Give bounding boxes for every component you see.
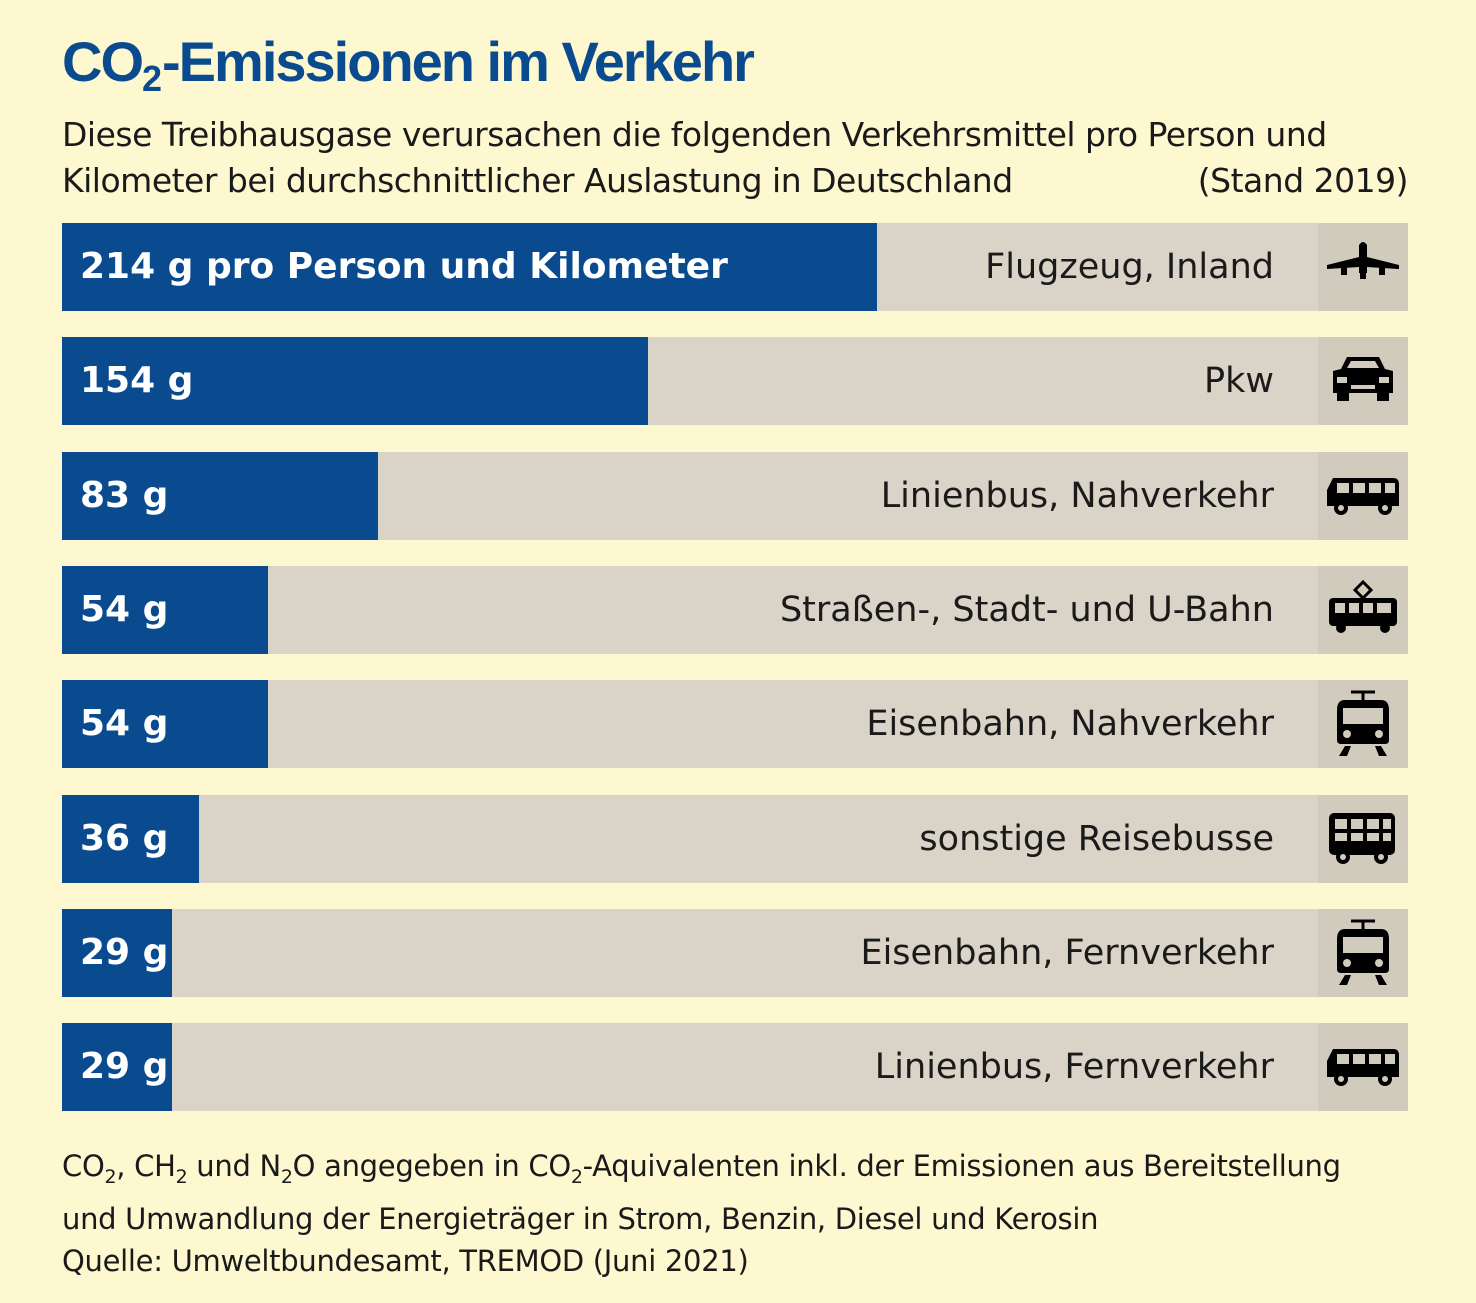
subtitle-line-2: Kilometer bei durchschnittlicher Auslast… — [62, 161, 1013, 200]
bar — [62, 223, 877, 311]
bar-row: 29 g Linienbus, Fernverkehr — [62, 1023, 1408, 1111]
category-label: Linienbus, Nahverkehr — [880, 476, 1274, 516]
footnote-line-1: CO2, CH2 und N2O angegeben in CO2-Aquiva… — [62, 1149, 1341, 1188]
value-label: 83 g — [80, 475, 169, 516]
airplane-icon — [1318, 223, 1408, 311]
bus-icon — [1318, 452, 1408, 540]
value-label: 54 g — [80, 703, 169, 744]
page-title: CO2-Emissionen im Verkehr — [62, 30, 755, 99]
category-label: Eisenbahn, Fernverkehr — [860, 933, 1274, 973]
coach-icon — [1318, 795, 1408, 883]
bar-chart: 214 g pro Person und Kilometer Flugzeug, … — [62, 223, 1408, 1111]
source-line: Quelle: Umweltbundesamt, TREMOD (Juni 20… — [62, 1243, 749, 1278]
bus-icon — [1318, 1023, 1408, 1111]
value-label: 214 g pro Person und Kilometer — [80, 246, 728, 287]
bar — [62, 680, 268, 768]
bar-row: 214 g pro Person und Kilometer Flugzeug, … — [62, 223, 1408, 311]
subtitle: Diese Treibhausgase verursachen die folg… — [62, 112, 1409, 204]
stand-date: (Stand 2019) — [1197, 161, 1409, 200]
footnote: CO2, CH2 und N2O angegeben in CO2-Aquiva… — [62, 1145, 1442, 1282]
bar — [62, 795, 199, 883]
car-icon — [1318, 337, 1408, 425]
value-label: 29 g — [80, 1046, 169, 1087]
bar — [62, 452, 378, 540]
bar-row: 54 g Eisenbahn, Nahverkehr — [62, 680, 1408, 768]
bar-row: 36 g sonstige Reisebusse — [62, 795, 1408, 883]
train-icon — [1318, 680, 1408, 768]
bar — [62, 909, 172, 997]
bar-row: 54 g Straßen-, Stadt- und U-Bahn — [62, 566, 1408, 654]
bar-row: 83 g Linienbus, Nahverkehr — [62, 452, 1408, 540]
bar-row: 154 g Pkw — [62, 337, 1408, 425]
category-label: Eisenbahn, Nahverkehr — [866, 704, 1274, 744]
value-label: 54 g — [80, 589, 169, 630]
subtitle-line-1: Diese Treibhausgase verursachen die folg… — [62, 115, 1327, 154]
category-label: sonstige Reisebusse — [919, 819, 1274, 859]
category-label: Straßen-, Stadt- und U-Bahn — [779, 590, 1274, 630]
tram-icon — [1318, 566, 1408, 654]
bar-row: 29 g Eisenbahn, Fernverkehr — [62, 909, 1408, 997]
bar — [62, 1023, 172, 1111]
category-label: Flugzeug, Inland — [985, 247, 1274, 287]
footnote-line-2: und Umwandlung der Energieträger in Stro… — [62, 1201, 1099, 1236]
bar — [62, 566, 268, 654]
train-icon — [1318, 909, 1408, 997]
value-label: 29 g — [80, 932, 169, 973]
category-label: Pkw — [1204, 361, 1274, 401]
value-label: 154 g — [80, 360, 194, 401]
value-label: 36 g — [80, 818, 169, 859]
category-label: Linienbus, Fernverkehr — [874, 1047, 1274, 1087]
bar — [62, 337, 648, 425]
